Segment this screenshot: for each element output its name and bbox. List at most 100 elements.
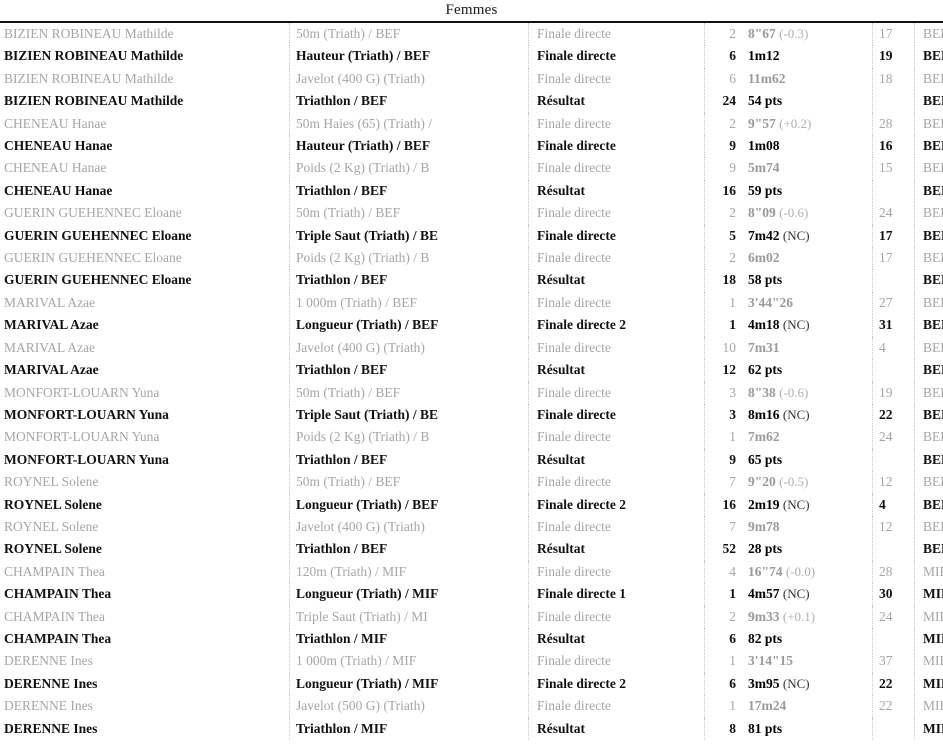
cell-round: Résultat bbox=[528, 179, 705, 203]
cell-place: 18 bbox=[704, 269, 742, 292]
cell-event-name: Triple Saut (Triath) / BE bbox=[289, 224, 529, 248]
table-row[interactable]: DERENNE Ines Javelot (500 G) (Triath) Fina… bbox=[0, 695, 943, 718]
cell-place: 9 bbox=[704, 157, 742, 180]
table-row[interactable]: MONFORT-LOUARN Yuna Triathlon / BEF Résult… bbox=[0, 448, 943, 472]
cell-points: 30 bbox=[872, 583, 915, 606]
cell-place: 6 bbox=[704, 627, 742, 651]
table-row[interactable]: CHAMPAIN Thea 120m (Triath) / MIF Finale d… bbox=[0, 560, 943, 584]
table-row[interactable]: CHENEAU Hanae Triathlon / BEF Résultat 16 59… bbox=[0, 179, 943, 203]
performance-annotation: (NC) bbox=[782, 317, 810, 333]
cell-round: Résultat bbox=[528, 90, 705, 113]
cell-category: MIF/08 bbox=[914, 583, 943, 606]
cell-event-name: Hauteur (Triath) / BEF bbox=[289, 45, 529, 68]
table-row[interactable]: MONFORT-LOUARN Yuna 50m (Triath) / BEF Fin… bbox=[0, 381, 943, 404]
cell-round: Finale directe bbox=[528, 135, 705, 158]
cell-event-name: Poids (2 Kg) (Triath) / B bbox=[289, 247, 529, 270]
table-row[interactable]: ROYNEL Solene Javelot (400 G) (Triath) Fin… bbox=[0, 515, 943, 539]
cell-points: 15 bbox=[872, 157, 915, 180]
cell-category: BEF/11 bbox=[914, 67, 943, 91]
table-row[interactable]: BIZIEN ROBINEAU Mathilde Javelot (400 G) … bbox=[0, 67, 943, 91]
table-row[interactable]: ROYNEL Solene Longueur (Triath) / BEF Fina… bbox=[0, 493, 943, 516]
table-row[interactable]: DERENNE Ines Longueur (Triath) / MIF Final… bbox=[0, 672, 943, 696]
table-row[interactable]: BIZIEN ROBINEAU Mathilde Hauteur (Triath)… bbox=[0, 45, 943, 68]
performance-value: 16"74 bbox=[748, 563, 783, 579]
performance-value: 3m95 bbox=[748, 675, 780, 691]
cell-place: 4 bbox=[704, 560, 742, 584]
cell-points: 17 bbox=[872, 247, 915, 270]
performance-value: 2m19 bbox=[748, 496, 780, 512]
cell-points: 16 bbox=[872, 135, 915, 158]
cell-place: 16 bbox=[704, 493, 742, 516]
cell-category: BEF/11 bbox=[914, 247, 943, 270]
cell-performance: 2m19 (NC) bbox=[742, 494, 873, 516]
table-row[interactable]: GUERIN GUEHENNEC Eloane Triathlon / BEF Ré… bbox=[0, 269, 943, 292]
cell-performance: 8"67 (-0.3) bbox=[742, 23, 873, 45]
cell-event-name: Triathlon / BEF bbox=[289, 359, 529, 382]
cell-event-name: Triathlon / MIF bbox=[289, 627, 529, 651]
cell-performance: 9m33 (+0.1) bbox=[742, 606, 873, 628]
performance-annotation: (-0.5) bbox=[779, 474, 809, 490]
cell-round: Finale directe bbox=[528, 605, 705, 628]
cell-points bbox=[872, 538, 915, 561]
table-row[interactable]: DERENNE Ines 1 000m (Triath) / MIF Finale … bbox=[0, 650, 943, 673]
cell-performance: 3'14"15 bbox=[742, 650, 873, 672]
cell-category: BEF/10 bbox=[914, 403, 943, 427]
table-row[interactable]: CHAMPAIN Thea Triple Saut (Triath) / MI Fi… bbox=[0, 605, 943, 628]
cell-points: 19 bbox=[872, 45, 915, 68]
cell-round: Résultat bbox=[528, 538, 705, 561]
cell-event-name: Triathlon / MIF bbox=[289, 717, 529, 740]
cell-round: Finale directe 1 bbox=[528, 583, 705, 606]
cell-performance: 58 pts bbox=[742, 269, 873, 291]
table-row[interactable]: MARIVAL Azae Triathlon / BEF Résultat 12 62 … bbox=[0, 359, 943, 382]
table-row[interactable]: MONFORT-LOUARN Yuna Triple Saut (Triath) … bbox=[0, 403, 943, 427]
table-row[interactable]: MARIVAL Azae 1 000m (Triath) / BEF Finale … bbox=[0, 291, 943, 315]
cell-performance: 65 pts bbox=[742, 449, 873, 471]
performance-value: 7m31 bbox=[748, 339, 780, 355]
cell-performance: 5m74 bbox=[742, 157, 873, 179]
table-row[interactable]: MONFORT-LOUARN Yuna Poids (2 Kg) (Triath)… bbox=[0, 426, 943, 449]
table-row[interactable]: CHENEAU Hanae 50m Haies (65) (Triath) / Fi… bbox=[0, 112, 943, 136]
table-row[interactable]: CHAMPAIN Thea Longueur (Triath) / MIF Fina… bbox=[0, 583, 943, 606]
table-row[interactable]: GUERIN GUEHENNEC Eloane Poids (2 Kg) (Tri… bbox=[0, 247, 943, 270]
performance-annotation: (+0.1) bbox=[782, 608, 816, 624]
table-row[interactable]: GUERIN GUEHENNEC Eloane 50m (Triath) / BE… bbox=[0, 202, 943, 225]
table-row[interactable]: DERENNE Ines Triathlon / MIF Résultat 8 81 p… bbox=[0, 717, 943, 740]
cell-place: 1 bbox=[704, 650, 742, 673]
cell-points: 19 bbox=[872, 381, 915, 404]
cell-round: Finale directe bbox=[528, 67, 705, 91]
cell-event-name: Javelot (400 G) (Triath) bbox=[289, 67, 529, 91]
table-row[interactable]: ROYNEL Solene 50m (Triath) / BEF Finale di… bbox=[0, 471, 943, 494]
cell-athlete-name: DERENNE Ines bbox=[4, 653, 93, 669]
performance-value: 9m33 bbox=[748, 608, 780, 624]
table-row[interactable]: BIZIEN ROBINEAU Mathilde 50m (Triath) / B… bbox=[0, 23, 943, 46]
cell-round: Finale directe bbox=[528, 515, 705, 539]
cell-performance: 3m95 (NC) bbox=[742, 673, 873, 695]
cell-performance: 8"09 (-0.6) bbox=[742, 202, 873, 224]
table-row[interactable]: GUERIN GUEHENNEC Eloane Triple Saut (Tria… bbox=[0, 224, 943, 248]
performance-value: 65 pts bbox=[748, 451, 783, 467]
cell-athlete-name: ROYNEL Solene bbox=[4, 496, 102, 512]
performance-value: 8"38 bbox=[748, 384, 776, 400]
cell-category: MIF/08 bbox=[914, 672, 943, 696]
cell-category: BEF/10 bbox=[914, 179, 943, 203]
table-row[interactable]: ROYNEL Solene Triathlon / BEF Résultat 52 28… bbox=[0, 538, 943, 561]
cell-performance: 1m08 bbox=[742, 135, 873, 157]
performance-value: 4m57 bbox=[748, 586, 780, 602]
cell-event-name: 50m (Triath) / BEF bbox=[289, 23, 529, 46]
cell-round: Finale directe bbox=[528, 403, 705, 427]
table-row[interactable]: MARIVAL Azae Longueur (Triath) / BEF Final… bbox=[0, 314, 943, 337]
cell-round: Finale directe bbox=[528, 224, 705, 248]
cell-place: 6 bbox=[704, 67, 742, 91]
table-row[interactable]: CHENEAU Hanae Poids (2 Kg) (Triath) / B Fi… bbox=[0, 157, 943, 180]
cell-category: BEF/11 bbox=[914, 314, 943, 337]
cell-round: Finale directe 2 bbox=[528, 672, 705, 696]
table-row[interactable]: MARIVAL Azae Javelot (400 G) (Triath) Fina… bbox=[0, 336, 943, 360]
results-table-body: BIZIEN ROBINEAU Mathilde 50m (Triath) / B… bbox=[0, 23, 943, 740]
cell-category: BEF/11 bbox=[914, 90, 943, 113]
table-row[interactable]: CHENEAU Hanae Hauteur (Triath) / BEF Final… bbox=[0, 135, 943, 158]
cell-place: 52 bbox=[704, 538, 742, 561]
table-row[interactable]: BIZIEN ROBINEAU Mathilde Triathlon / BEF R… bbox=[0, 90, 943, 113]
table-row[interactable]: CHAMPAIN Thea Triathlon / MIF Résultat 6 82 … bbox=[0, 627, 943, 651]
cell-category: BEF/11 bbox=[914, 538, 943, 561]
performance-value: 8"67 bbox=[748, 26, 776, 41]
